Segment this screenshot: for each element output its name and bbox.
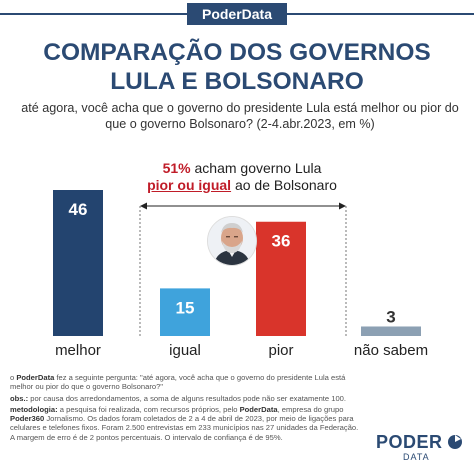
top-bar: PoderData [0, 0, 474, 28]
poder-data-logo: PODER DATA [376, 432, 466, 466]
bar-0 [53, 190, 103, 336]
callout-percent: 51% [162, 160, 191, 176]
chart-title: COMPARAÇÃO DOS GOVERNOS LULA E BOLSONARO [0, 38, 474, 96]
logo-mark-icon [448, 435, 462, 449]
data-label-1: 15 [176, 298, 195, 317]
callout-line2: ao de Bolsonaro [231, 177, 337, 193]
chart-subtitle: até agora, você acha que o governo do pr… [21, 101, 459, 131]
callout-highlight: pior ou igual [147, 177, 232, 193]
bar-3 [361, 326, 421, 336]
title-line-2: LULA E BOLSONARO [110, 68, 364, 95]
category-label-0: melhor [55, 342, 101, 359]
brand-tag: PoderData [187, 3, 287, 25]
arrow-head-left [140, 202, 147, 210]
data-label-0: 46 [69, 200, 88, 219]
data-label-3: 3 [386, 307, 395, 326]
logo-word: PODER [376, 432, 443, 452]
callout-line1: acham governo Lula [190, 160, 322, 176]
data-label-2: 36 [272, 232, 291, 251]
bar-1 [160, 288, 210, 336]
footer-question: o PoderData fez a seguinte pergunta: "at… [10, 373, 346, 392]
title-line-1: COMPARAÇÃO DOS GOVERNOS [43, 39, 431, 66]
footer-methodology: metodologia: a pesquisa foi realizada, c… [10, 404, 359, 442]
arrow-head-right [339, 202, 346, 210]
bar-2 [256, 221, 306, 336]
footer-notes: o PoderData fez a seguinte pergunta: "at… [10, 373, 360, 444]
category-label-1: igual [169, 342, 201, 359]
callout: 51% acham governo Lula pior ou igual ao … [139, 160, 345, 194]
category-label-2: pior [268, 342, 293, 359]
bar-chart: 46 melhor 15 igual 36 pior 3 não sabem [53, 190, 428, 359]
category-label-3: não sabem [354, 342, 428, 359]
lula-portrait-image [207, 216, 257, 266]
footer-obs: obs.: por causa dos arredondamentos, a s… [10, 393, 347, 403]
logo-sub: DATA [403, 452, 430, 462]
